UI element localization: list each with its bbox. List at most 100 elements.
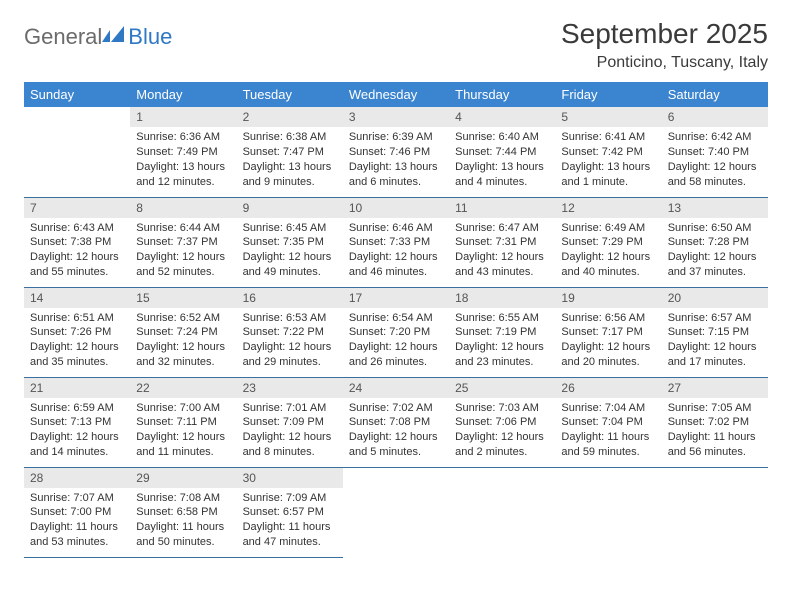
sunrise-line: Sunrise: 6:47 AM xyxy=(455,221,549,236)
sunrise-line: Sunrise: 7:00 AM xyxy=(136,401,230,416)
day-body: Sunrise: 7:02 AMSunset: 7:08 PMDaylight:… xyxy=(343,398,449,466)
calendar-cell: 10Sunrise: 6:46 AMSunset: 7:33 PMDayligh… xyxy=(343,197,449,287)
day-number: 13 xyxy=(662,198,768,218)
sunrise-line: Sunrise: 7:08 AM xyxy=(136,491,230,506)
day-number: 17 xyxy=(343,288,449,308)
sunrise-line: Sunrise: 6:46 AM xyxy=(349,221,443,236)
daylight-line: Daylight: 12 hours and 32 minutes. xyxy=(136,340,230,370)
day-number: 5 xyxy=(555,107,661,127)
day-body: Sunrise: 6:40 AMSunset: 7:44 PMDaylight:… xyxy=(449,127,555,195)
day-body: Sunrise: 6:42 AMSunset: 7:40 PMDaylight:… xyxy=(662,127,768,195)
calendar-cell xyxy=(343,467,449,557)
calendar-cell: 28Sunrise: 7:07 AMSunset: 7:00 PMDayligh… xyxy=(24,467,130,557)
sunset-line: Sunset: 7:19 PM xyxy=(455,325,549,340)
day-number: 4 xyxy=(449,107,555,127)
day-number: 22 xyxy=(130,378,236,398)
calendar-cell: 18Sunrise: 6:55 AMSunset: 7:19 PMDayligh… xyxy=(449,287,555,377)
day-number: 6 xyxy=(662,107,768,127)
sunrise-line: Sunrise: 6:59 AM xyxy=(30,401,124,416)
weekday-header: Friday xyxy=(555,82,661,107)
weekday-header: Monday xyxy=(130,82,236,107)
day-body: Sunrise: 6:56 AMSunset: 7:17 PMDaylight:… xyxy=(555,308,661,376)
sunrise-line: Sunrise: 6:54 AM xyxy=(349,311,443,326)
calendar-cell: 7Sunrise: 6:43 AMSunset: 7:38 PMDaylight… xyxy=(24,197,130,287)
day-number: 1 xyxy=(130,107,236,127)
sunset-line: Sunset: 6:57 PM xyxy=(243,505,337,520)
daylight-line: Daylight: 11 hours and 50 minutes. xyxy=(136,520,230,550)
sunrise-line: Sunrise: 6:44 AM xyxy=(136,221,230,236)
day-body: Sunrise: 6:36 AMSunset: 7:49 PMDaylight:… xyxy=(130,127,236,195)
daylight-line: Daylight: 12 hours and 37 minutes. xyxy=(668,250,762,280)
day-number: 10 xyxy=(343,198,449,218)
sunrise-line: Sunrise: 6:36 AM xyxy=(136,130,230,145)
calendar-cell: 29Sunrise: 7:08 AMSunset: 6:58 PMDayligh… xyxy=(130,467,236,557)
calendar-cell: 27Sunrise: 7:05 AMSunset: 7:02 PMDayligh… xyxy=(662,377,768,467)
sunset-line: Sunset: 7:33 PM xyxy=(349,235,443,250)
day-number: 15 xyxy=(130,288,236,308)
day-body: Sunrise: 6:47 AMSunset: 7:31 PMDaylight:… xyxy=(449,218,555,286)
day-body: Sunrise: 6:52 AMSunset: 7:24 PMDaylight:… xyxy=(130,308,236,376)
sunset-line: Sunset: 7:26 PM xyxy=(30,325,124,340)
calendar-cell: 25Sunrise: 7:03 AMSunset: 7:06 PMDayligh… xyxy=(449,377,555,467)
calendar-cell: 8Sunrise: 6:44 AMSunset: 7:37 PMDaylight… xyxy=(130,197,236,287)
day-number: 26 xyxy=(555,378,661,398)
sunset-line: Sunset: 7:35 PM xyxy=(243,235,337,250)
sunset-line: Sunset: 7:15 PM xyxy=(668,325,762,340)
day-body: Sunrise: 6:57 AMSunset: 7:15 PMDaylight:… xyxy=(662,308,768,376)
title-block: September 2025 Ponticino, Tuscany, Italy xyxy=(561,18,768,72)
sunrise-line: Sunrise: 7:04 AM xyxy=(561,401,655,416)
daylight-line: Daylight: 12 hours and 11 minutes. xyxy=(136,430,230,460)
daylight-line: Daylight: 12 hours and 52 minutes. xyxy=(136,250,230,280)
calendar-cell: 19Sunrise: 6:56 AMSunset: 7:17 PMDayligh… xyxy=(555,287,661,377)
day-number: 2 xyxy=(237,107,343,127)
calendar-cell: 2Sunrise: 6:38 AMSunset: 7:47 PMDaylight… xyxy=(237,107,343,197)
day-number: 3 xyxy=(343,107,449,127)
day-body: Sunrise: 7:01 AMSunset: 7:09 PMDaylight:… xyxy=(237,398,343,466)
day-body: Sunrise: 7:07 AMSunset: 7:00 PMDaylight:… xyxy=(24,488,130,556)
calendar-row: 28Sunrise: 7:07 AMSunset: 7:00 PMDayligh… xyxy=(24,467,768,557)
calendar-cell: 12Sunrise: 6:49 AMSunset: 7:29 PMDayligh… xyxy=(555,197,661,287)
calendar-cell: 3Sunrise: 6:39 AMSunset: 7:46 PMDaylight… xyxy=(343,107,449,197)
calendar-body: 1Sunrise: 6:36 AMSunset: 7:49 PMDaylight… xyxy=(24,107,768,557)
calendar-cell: 26Sunrise: 7:04 AMSunset: 7:04 PMDayligh… xyxy=(555,377,661,467)
sunrise-line: Sunrise: 6:41 AM xyxy=(561,130,655,145)
calendar-cell xyxy=(24,107,130,197)
calendar-cell: 13Sunrise: 6:50 AMSunset: 7:28 PMDayligh… xyxy=(662,197,768,287)
brand-text-b: Blue xyxy=(128,24,172,50)
day-body: Sunrise: 6:55 AMSunset: 7:19 PMDaylight:… xyxy=(449,308,555,376)
calendar-cell: 23Sunrise: 7:01 AMSunset: 7:09 PMDayligh… xyxy=(237,377,343,467)
weekday-header: Tuesday xyxy=(237,82,343,107)
day-body: Sunrise: 7:00 AMSunset: 7:11 PMDaylight:… xyxy=(130,398,236,466)
daylight-line: Daylight: 13 hours and 9 minutes. xyxy=(243,160,337,190)
daylight-line: Daylight: 12 hours and 58 minutes. xyxy=(668,160,762,190)
day-body: Sunrise: 6:45 AMSunset: 7:35 PMDaylight:… xyxy=(237,218,343,286)
day-body: Sunrise: 6:46 AMSunset: 7:33 PMDaylight:… xyxy=(343,218,449,286)
daylight-line: Daylight: 12 hours and 35 minutes. xyxy=(30,340,124,370)
sunset-line: Sunset: 7:09 PM xyxy=(243,415,337,430)
sunrise-line: Sunrise: 7:09 AM xyxy=(243,491,337,506)
day-body: Sunrise: 6:59 AMSunset: 7:13 PMDaylight:… xyxy=(24,398,130,466)
day-number: 24 xyxy=(343,378,449,398)
sunset-line: Sunset: 7:13 PM xyxy=(30,415,124,430)
calendar-cell: 11Sunrise: 6:47 AMSunset: 7:31 PMDayligh… xyxy=(449,197,555,287)
sunset-line: Sunset: 7:22 PM xyxy=(243,325,337,340)
sunset-line: Sunset: 7:37 PM xyxy=(136,235,230,250)
calendar-cell: 1Sunrise: 6:36 AMSunset: 7:49 PMDaylight… xyxy=(130,107,236,197)
day-number: 30 xyxy=(237,468,343,488)
calendar-cell: 14Sunrise: 6:51 AMSunset: 7:26 PMDayligh… xyxy=(24,287,130,377)
sunset-line: Sunset: 7:29 PM xyxy=(561,235,655,250)
calendar-row: 14Sunrise: 6:51 AMSunset: 7:26 PMDayligh… xyxy=(24,287,768,377)
sunrise-line: Sunrise: 6:40 AM xyxy=(455,130,549,145)
day-number: 21 xyxy=(24,378,130,398)
calendar-cell: 6Sunrise: 6:42 AMSunset: 7:40 PMDaylight… xyxy=(662,107,768,197)
sunrise-line: Sunrise: 7:07 AM xyxy=(30,491,124,506)
daylight-line: Daylight: 13 hours and 6 minutes. xyxy=(349,160,443,190)
day-number: 11 xyxy=(449,198,555,218)
sunrise-line: Sunrise: 6:42 AM xyxy=(668,130,762,145)
calendar-cell: 22Sunrise: 7:00 AMSunset: 7:11 PMDayligh… xyxy=(130,377,236,467)
sunset-line: Sunset: 7:44 PM xyxy=(455,145,549,160)
calendar-cell: 30Sunrise: 7:09 AMSunset: 6:57 PMDayligh… xyxy=(237,467,343,557)
sunset-line: Sunset: 7:40 PM xyxy=(668,145,762,160)
calendar-page: General Blue September 2025 Ponticino, T… xyxy=(0,0,792,558)
sunrise-line: Sunrise: 6:53 AM xyxy=(243,311,337,326)
